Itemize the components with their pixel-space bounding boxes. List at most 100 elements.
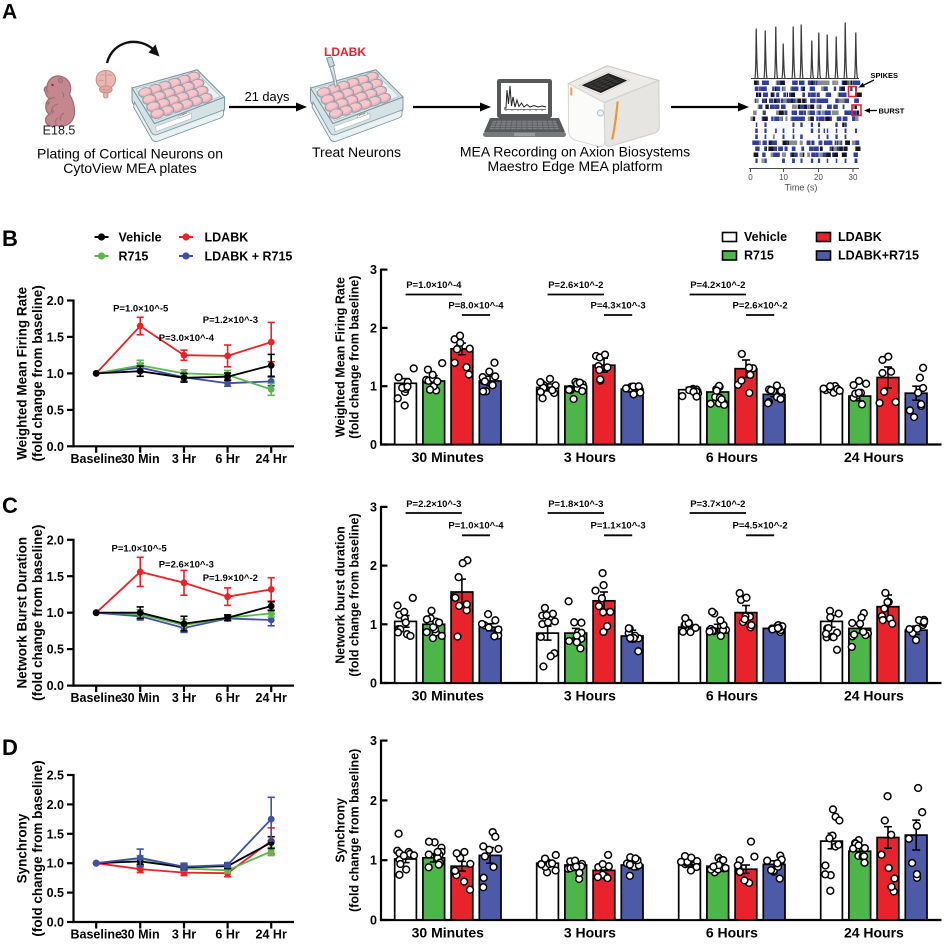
svg-text:3 Hours: 3 Hours (564, 688, 616, 704)
svg-text:Vehicle: Vehicle (744, 230, 787, 244)
svg-text:(fold change from baseline): (fold change from baseline) (30, 285, 45, 461)
svg-text:3: 3 (370, 734, 377, 748)
svg-text:B: B (2, 226, 18, 251)
svg-text:1.5: 1.5 (47, 827, 64, 841)
svg-text:LDABK: LDABK (838, 230, 882, 244)
svg-text:3 Hours: 3 Hours (564, 449, 616, 465)
svg-text:P=4.5×10^-2: P=4.5×10^-2 (732, 521, 787, 532)
svg-text:E18.5: E18.5 (43, 124, 76, 138)
svg-text:P=1.1×10^-3: P=1.1×10^-3 (590, 521, 645, 532)
svg-text:(fold change from baseline): (fold change from baseline) (30, 760, 45, 936)
svg-text:Baseline: Baseline (70, 691, 121, 705)
svg-text:0.5: 0.5 (47, 643, 64, 657)
svg-text:0.0: 0.0 (47, 440, 64, 454)
svg-text:P=2.2×10^-3: P=2.2×10^-3 (406, 499, 461, 510)
svg-text:1.0: 1.0 (47, 367, 64, 381)
svg-text:LDABK+R715: LDABK+R715 (838, 249, 919, 263)
svg-text:SPIKES: SPIKES (871, 71, 899, 80)
svg-text:P=1.0×10^-4: P=1.0×10^-4 (406, 280, 462, 291)
svg-text:P=1.0×10^-5: P=1.0×10^-5 (112, 544, 168, 555)
svg-text:6 Hours: 6 Hours (706, 449, 758, 465)
svg-text:3: 3 (370, 263, 377, 277)
svg-text:Weighted Mean Firing Rate: Weighted Mean Firing Rate (334, 277, 348, 437)
svg-text:P=1.2×10^-3: P=1.2×10^-3 (203, 315, 258, 326)
svg-text:3 Hr: 3 Hr (172, 928, 196, 942)
svg-text:P=2.6×10^-3: P=2.6×10^-3 (159, 560, 214, 571)
svg-text:30 Min: 30 Min (121, 691, 160, 705)
svg-text:R715: R715 (744, 249, 774, 263)
svg-text:0.0: 0.0 (47, 679, 64, 693)
svg-text:6 Hours: 6 Hours (706, 925, 758, 941)
svg-text:Treat Neurons: Treat Neurons (312, 144, 401, 160)
svg-text:LDABK: LDABK (205, 231, 249, 245)
svg-text:3 Hr: 3 Hr (172, 691, 196, 705)
svg-text:P=1.8×10^-3: P=1.8×10^-3 (548, 499, 603, 510)
svg-text:0: 0 (370, 914, 377, 928)
svg-text:0: 0 (748, 173, 753, 182)
svg-text:1.0: 1.0 (47, 606, 64, 620)
svg-text:2: 2 (370, 794, 377, 808)
svg-text:MEA Recording on Axion Biosyst: MEA Recording on Axion Biosystems (460, 144, 690, 160)
svg-text:C: C (2, 493, 18, 518)
svg-text:2.0: 2.0 (47, 798, 64, 812)
svg-text:0.5: 0.5 (47, 886, 64, 900)
svg-text:1: 1 (370, 380, 377, 394)
svg-text:24 Hours: 24 Hours (844, 688, 904, 704)
svg-text:P=1.0×10^-5: P=1.0×10^-5 (113, 304, 169, 315)
svg-text:21 days: 21 days (245, 89, 290, 104)
svg-text:24 Hours: 24 Hours (844, 925, 904, 941)
svg-text:1: 1 (370, 618, 377, 632)
svg-text:(fold change from baseline): (fold change from baseline) (30, 525, 45, 701)
svg-text:P=4.3×10^-3: P=4.3×10^-3 (590, 301, 645, 312)
svg-text:24 Hr: 24 Hr (256, 452, 287, 466)
svg-text:30 Minutes: 30 Minutes (412, 925, 485, 941)
svg-text:Baseline: Baseline (70, 452, 121, 466)
svg-text:Vehicle: Vehicle (119, 231, 162, 245)
svg-text:(fold change from baseline): (fold change from baseline) (348, 749, 362, 912)
svg-text:Weighted Mean Firing Rate: Weighted Mean Firing Rate (15, 286, 30, 460)
svg-text:1.0: 1.0 (47, 857, 64, 871)
svg-text:3: 3 (370, 500, 377, 514)
svg-text:Maestro Edge MEA platform: Maestro Edge MEA platform (487, 158, 662, 174)
svg-text:0.5: 0.5 (47, 403, 64, 417)
svg-text:30: 30 (849, 173, 858, 182)
svg-text:P=3.7×10^-2: P=3.7×10^-2 (690, 499, 745, 510)
svg-text:CytoView MEA plates: CytoView MEA plates (63, 160, 197, 176)
svg-text:10: 10 (779, 173, 788, 182)
svg-text:Time (s): Time (s) (785, 183, 818, 193)
svg-text:P=2.6×10^-2: P=2.6×10^-2 (548, 280, 603, 291)
svg-text:0: 0 (370, 677, 377, 691)
svg-text:(fold change from baseline): (fold change from baseline) (348, 275, 362, 438)
svg-text:P=8.0×10^-4: P=8.0×10^-4 (448, 301, 504, 312)
svg-text:2.0: 2.0 (47, 294, 64, 308)
svg-text:D: D (2, 735, 18, 760)
svg-text:P=2.6×10^-2: P=2.6×10^-2 (732, 301, 787, 312)
svg-text:3 Hours: 3 Hours (564, 925, 616, 941)
svg-text:30 Min: 30 Min (121, 928, 160, 942)
svg-text:P=1.9×10^-2: P=1.9×10^-2 (203, 573, 258, 584)
svg-text:3 Hr: 3 Hr (172, 452, 196, 466)
svg-text:Baseline: Baseline (70, 928, 121, 942)
svg-text:24 Hours: 24 Hours (844, 449, 904, 465)
svg-text:LDABK + R715: LDABK + R715 (205, 250, 293, 264)
svg-text:6 Hr: 6 Hr (215, 928, 239, 942)
svg-text:24 Hr: 24 Hr (256, 691, 287, 705)
svg-text:P=4.2×10^-2: P=4.2×10^-2 (690, 280, 745, 291)
svg-text:0: 0 (370, 438, 377, 452)
svg-text:1.5: 1.5 (47, 330, 64, 344)
svg-text:Synchrony: Synchrony (334, 798, 348, 863)
svg-text:6 Hr: 6 Hr (215, 691, 239, 705)
svg-text:1.5: 1.5 (47, 570, 64, 584)
svg-text:Network burst duration: Network burst duration (334, 526, 348, 664)
svg-text:6 Hours: 6 Hours (706, 688, 758, 704)
svg-text:P=1.0×10^-4: P=1.0×10^-4 (448, 521, 504, 532)
svg-text:2.5: 2.5 (47, 769, 64, 783)
svg-text:LDABK: LDABK (324, 45, 366, 59)
svg-text:30 Minutes: 30 Minutes (412, 688, 485, 704)
svg-text:Plating of Cortical Neurons on: Plating of Cortical Neurons on (37, 146, 223, 162)
svg-text:6 Hr: 6 Hr (215, 452, 239, 466)
svg-text:2: 2 (370, 321, 377, 335)
svg-text:0.0: 0.0 (47, 916, 64, 930)
svg-text:2.0: 2.0 (47, 533, 64, 547)
svg-text:(fold change from baseline): (fold change from baseline) (348, 513, 362, 676)
